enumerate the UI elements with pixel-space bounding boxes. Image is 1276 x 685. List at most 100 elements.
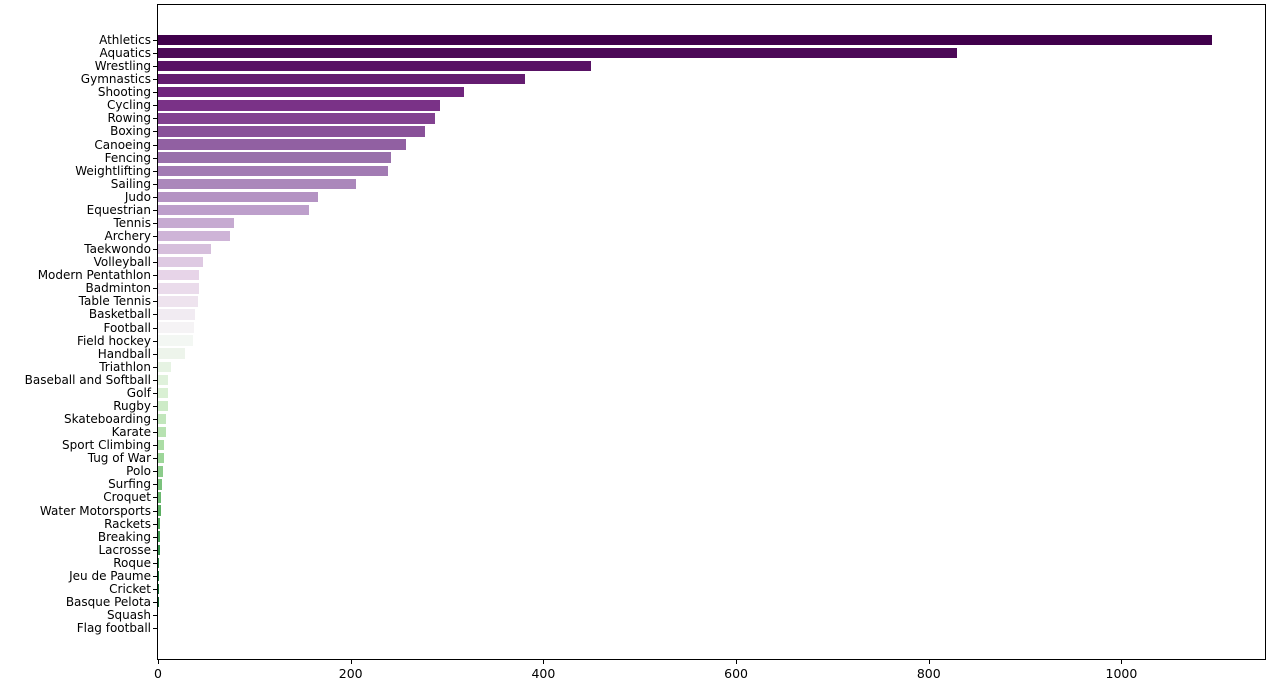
y-tick-mark [153,523,157,525]
bar [158,87,465,98]
bar [158,152,392,163]
y-tick-mark [153,549,157,551]
bar [158,47,957,59]
category-label: Rugby [113,398,151,413]
category-label: Karate [111,425,151,440]
y-tick-mark [153,575,157,577]
bar [158,387,168,399]
y-tick-mark [153,419,157,421]
category-label: Taekwondo [84,242,151,257]
y-tick-mark [153,66,157,68]
category-label: Modern Pentathlon [37,268,151,283]
y-tick-mark [153,497,157,499]
bar [158,596,159,608]
y-tick-mark [153,301,157,303]
bar [158,479,162,490]
category-label: Rackets [104,516,151,531]
category-label: Archery [104,229,152,244]
category-label: Fencing [104,150,151,165]
y-tick-mark [153,40,157,41]
category-label: Tennis [113,215,151,230]
category-label: Shooting [97,85,151,100]
bar [158,518,160,529]
x-tick-label: 800 [916,666,941,681]
x-tick-mark [928,660,930,664]
bar [158,492,161,503]
bar [158,283,200,294]
y-tick-mark [153,196,157,198]
bar [158,100,441,111]
category-label: Boxing [110,124,151,139]
category-label: Basketball [88,307,151,322]
y-tick-mark [153,314,157,316]
bar [158,439,164,451]
category-label: Volleyball [93,255,151,270]
category-label: Sport Climbing [62,438,151,453]
bar [158,270,200,281]
bar [158,505,161,516]
x-tick-label: 600 [724,666,748,681]
bar [158,113,435,124]
bar [158,374,168,385]
y-axis-labels: Athletics Aquatics Wrestling Gymnastics Shoo… [0,0,151,685]
plot-area [157,4,1266,660]
category-label: Cricket [109,581,151,596]
category-label: Football [103,320,151,335]
y-tick-mark [153,92,157,94]
x-tick-mark [543,660,545,664]
y-tick-mark [153,445,157,447]
y-tick-mark [153,432,157,434]
category-label: Squash [106,608,151,623]
bar [158,296,198,307]
category-label: Breaking [97,529,151,544]
category-label: Athletics [99,33,151,47]
category-label: Surfing [108,477,151,492]
category-label: Lacrosse [98,542,151,557]
bar [158,557,159,568]
category-label: Flag football [76,621,151,636]
bar [158,413,166,425]
bar [158,400,168,412]
bar [158,335,193,346]
category-label: Badminton [85,281,151,296]
x-tick-label: 400 [531,666,556,681]
y-tick-mark [153,392,157,394]
y-tick-mark [153,105,157,107]
bar [158,544,160,555]
y-tick-mark [153,366,157,368]
bar [158,191,318,203]
category-label: Polo [126,464,151,479]
y-tick-mark [153,458,157,460]
category-label: Triathlon [99,359,151,374]
category-label: Field hockey [76,333,151,348]
bar [158,60,591,72]
y-tick-mark [153,288,157,290]
x-tick-mark [350,660,352,664]
x-tick-mark [158,660,159,664]
bar [158,126,425,137]
y-tick-mark [153,353,157,355]
y-tick-mark [153,262,157,264]
category-label: Aquatics [99,46,151,61]
x-tick-label: 1000 [1105,666,1138,681]
bar [158,531,160,542]
y-tick-mark [153,144,157,146]
y-tick-mark [153,379,157,381]
y-tick-mark [153,536,157,538]
y-tick-mark [153,236,157,238]
x-tick-mark [1121,660,1123,664]
bar [158,256,204,268]
y-tick-mark [153,562,157,564]
category-label: Roque [113,555,151,570]
category-label: Equestrian [86,202,151,217]
category-label: Sailing [110,176,151,191]
y-tick-mark [153,157,157,159]
category-label: Weightlifting [75,163,151,178]
bar [158,453,164,464]
category-label: Baseball and Softball [24,372,151,387]
y-tick-mark [153,615,157,617]
bar [158,204,310,216]
y-tick-mark [153,510,157,512]
y-tick-mark [153,275,157,277]
